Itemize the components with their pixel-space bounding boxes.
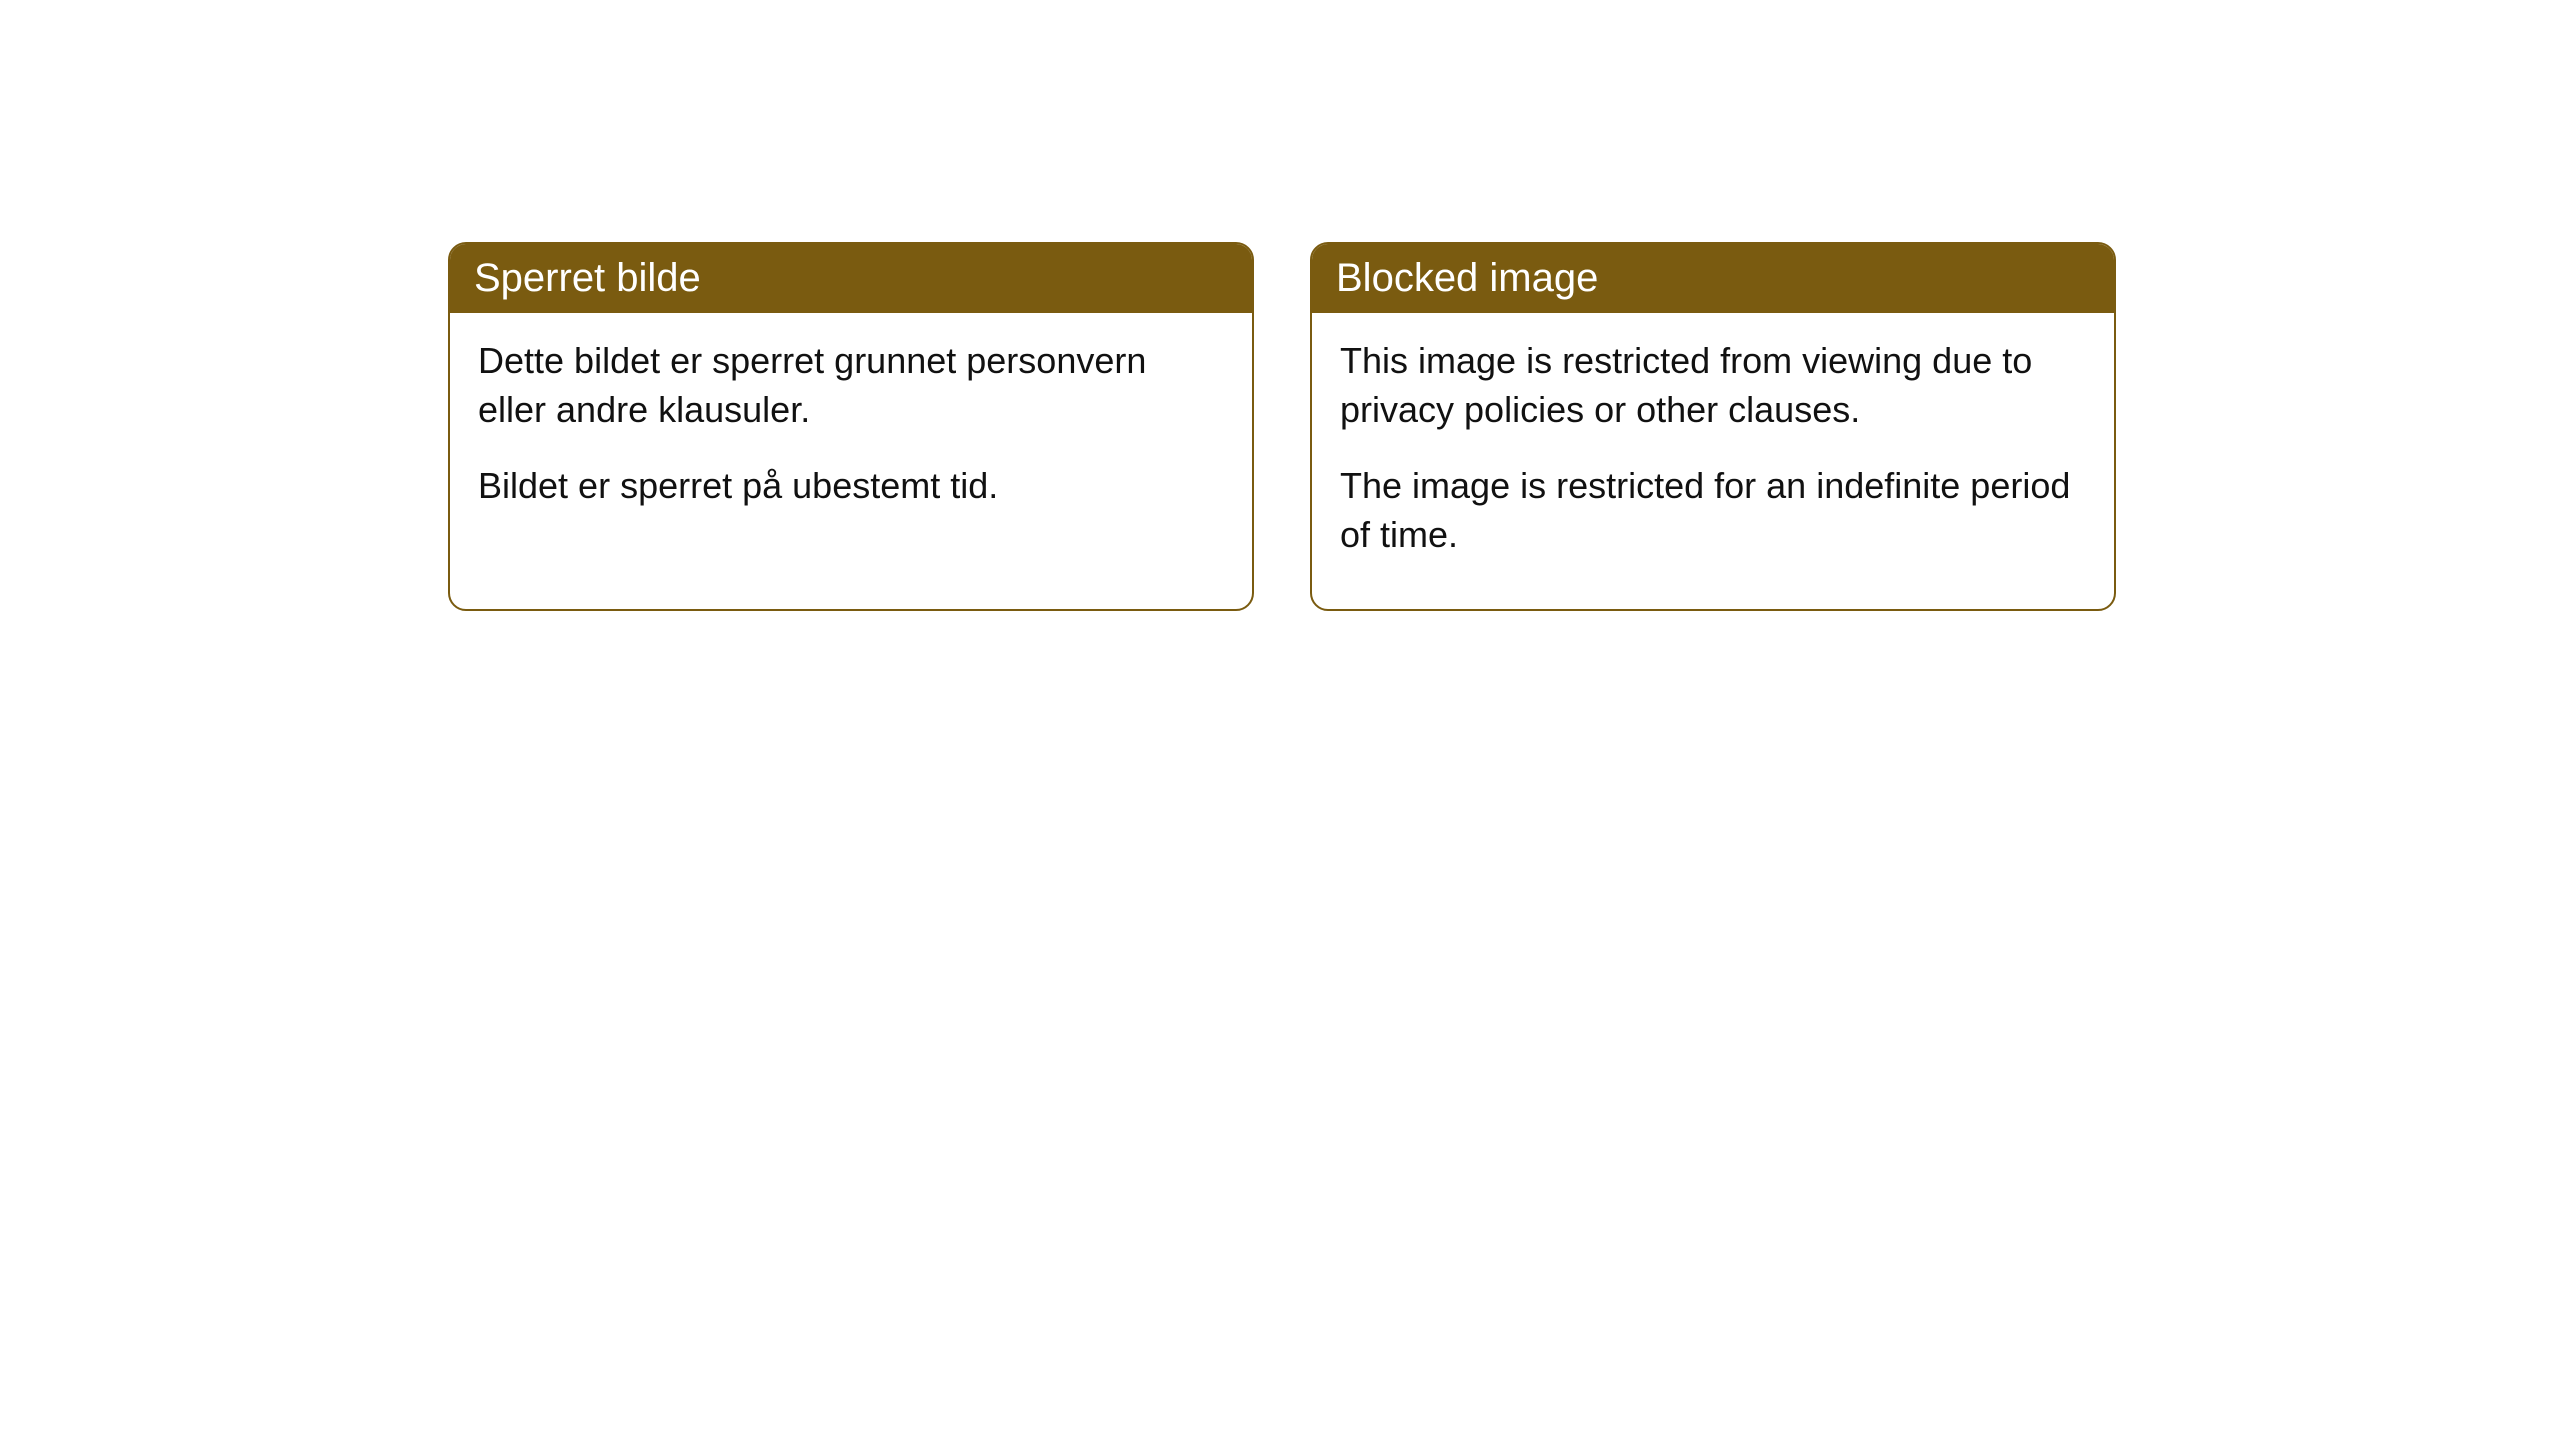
card-title-en: Blocked image — [1336, 256, 1598, 300]
blocked-image-card-no: Sperret bilde Dette bildet er sperret gr… — [448, 242, 1254, 611]
card-title-no: Sperret bilde — [474, 256, 701, 300]
card-body-no: Dette bildet er sperret grunnet personve… — [450, 313, 1252, 561]
card-header-no: Sperret bilde — [450, 244, 1252, 313]
card-para1-no: Dette bildet er sperret grunnet personve… — [478, 337, 1224, 434]
card-body-en: This image is restricted from viewing du… — [1312, 313, 2114, 609]
cards-container: Sperret bilde Dette bildet er sperret gr… — [0, 0, 2560, 611]
blocked-image-card-en: Blocked image This image is restricted f… — [1310, 242, 2116, 611]
card-para1-en: This image is restricted from viewing du… — [1340, 337, 2086, 434]
card-para2-no: Bildet er sperret på ubestemt tid. — [478, 462, 1224, 511]
card-para2-en: The image is restricted for an indefinit… — [1340, 462, 2086, 559]
card-header-en: Blocked image — [1312, 244, 2114, 313]
